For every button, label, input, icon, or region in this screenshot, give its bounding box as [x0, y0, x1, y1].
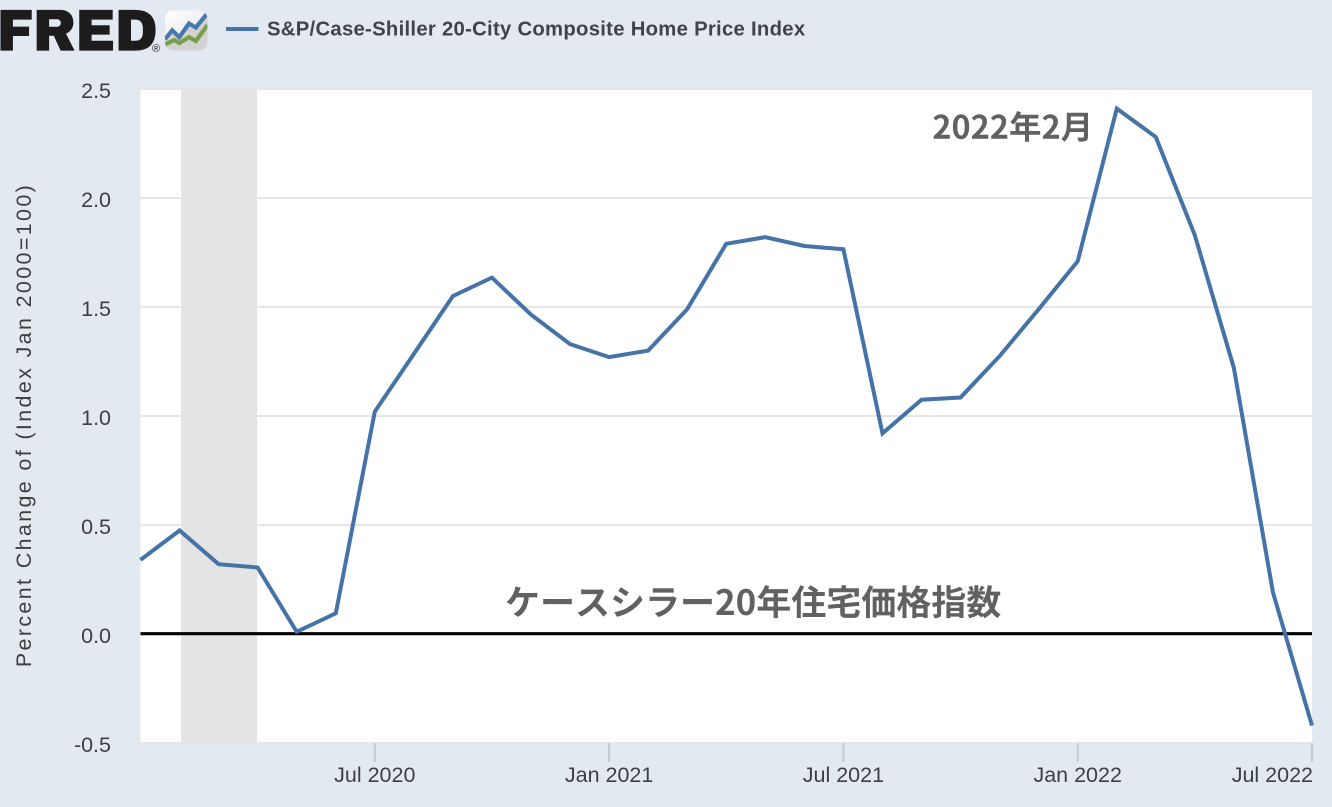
svg-text:®: ®: [152, 43, 160, 55]
svg-text:Jan 2021: Jan 2021: [565, 763, 653, 787]
svg-text:2.0: 2.0: [81, 188, 111, 212]
svg-text:0.5: 0.5: [81, 515, 111, 539]
svg-text:1.5: 1.5: [81, 297, 111, 321]
svg-text:Jul 2020: Jul 2020: [334, 763, 415, 787]
svg-text:2.5: 2.5: [81, 79, 111, 103]
svg-text:0.0: 0.0: [81, 624, 111, 648]
svg-text:1.0: 1.0: [81, 406, 111, 430]
svg-text:Jul 2021: Jul 2021: [803, 763, 884, 787]
svg-text:Jul 2022: Jul 2022: [1232, 763, 1313, 787]
svg-text:Percent Change of (Index Jan 2: Percent Change of (Index Jan 2000=100): [12, 183, 36, 667]
svg-text:S&P/Case-Shiller 20-City Compo: S&P/Case-Shiller 20-City Composite Home …: [267, 19, 806, 41]
svg-text:Jan 2022: Jan 2022: [1033, 763, 1121, 787]
svg-text:-0.5: -0.5: [74, 733, 111, 757]
